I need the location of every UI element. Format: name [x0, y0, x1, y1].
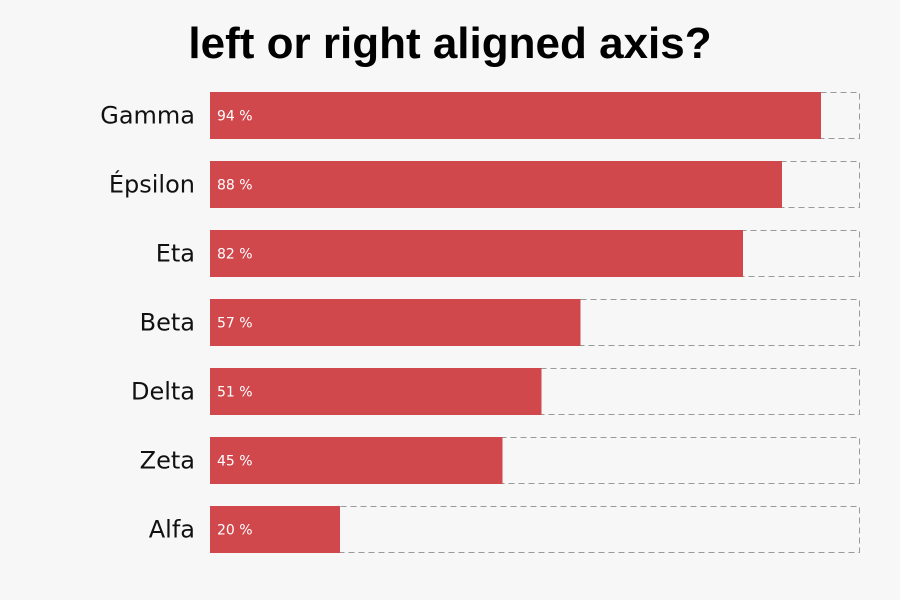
bar-row: Épsilon 88 % [109, 161, 860, 208]
bar-row: Eta 82 % [156, 230, 860, 277]
bar [210, 161, 782, 208]
value-label: 57 % [217, 316, 253, 332]
category-label: Beta [140, 309, 195, 337]
bar-track [210, 437, 860, 484]
bar-track [210, 506, 860, 553]
category-label: Zeta [140, 447, 195, 475]
value-label: 20 % [217, 523, 253, 539]
bar-row: Gamma 94 % [100, 92, 860, 139]
value-label: 45 % [217, 454, 253, 470]
category-label: Alfa [149, 516, 195, 544]
bar-row: Delta 51 % [131, 368, 860, 415]
bar-row: Zeta 45 % [140, 437, 860, 484]
bar [210, 230, 743, 277]
bar-row: Alfa 20 % [149, 506, 860, 553]
bar [210, 368, 542, 415]
value-label: 51 % [217, 385, 253, 401]
chart-title: left or right aligned axis? [188, 19, 712, 68]
bar [210, 506, 340, 553]
bar [210, 437, 503, 484]
value-label: 94 % [217, 109, 253, 125]
category-label: Eta [156, 240, 195, 268]
bar [210, 92, 821, 139]
value-label: 82 % [217, 247, 253, 263]
category-label: Épsilon [109, 170, 195, 199]
bar-row: Beta 57 % [140, 299, 860, 346]
category-label: Gamma [100, 102, 195, 130]
category-label: Delta [131, 378, 195, 406]
bar [210, 299, 581, 346]
value-label: 88 % [217, 178, 253, 194]
